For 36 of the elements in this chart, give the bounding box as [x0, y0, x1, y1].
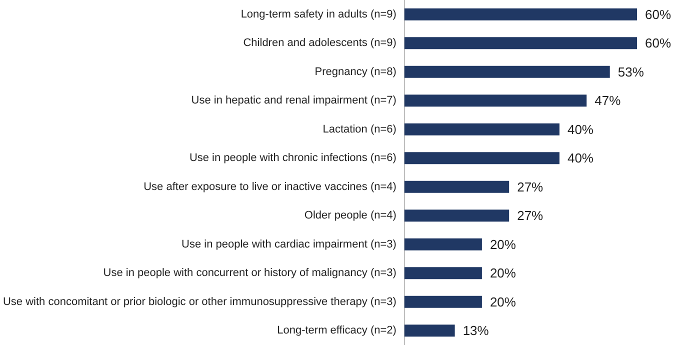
- bar: [404, 37, 637, 50]
- y-tick-label: Use in hepatic and renal impairment (n=7): [191, 94, 396, 107]
- data-label: 53%: [618, 64, 644, 80]
- y-tick-label: Use in people with chronic infections (n=6): [189, 152, 396, 164]
- y-tick-label: Children and adolescents (n=9): [243, 37, 396, 50]
- bar: [404, 8, 637, 20]
- data-label: 20%: [490, 266, 516, 281]
- data-label: 40%: [567, 150, 594, 166]
- y-tick-label: Lactation (n=6): [322, 123, 396, 136]
- bar: [404, 238, 482, 250]
- data-label: 27%: [517, 179, 544, 194]
- bar: [404, 210, 510, 222]
- bar: [404, 152, 560, 164]
- data-label: 27%: [517, 208, 544, 224]
- data-label: 60%: [645, 6, 672, 22]
- bar: [404, 267, 482, 280]
- bar: [404, 324, 455, 337]
- y-tick-label: Use in people with concurrent or history of malignancy (n=3): [103, 267, 396, 280]
- data-label: 13%: [462, 323, 490, 338]
- y-tick-label: Long-term safety in adults (n=9): [240, 8, 396, 20]
- data-label: 20%: [490, 294, 516, 310]
- y-tick-label: Use in people with cardiac impairment (n=3): [182, 238, 396, 250]
- data-label: 40%: [567, 122, 594, 137]
- y-tick-label: Pregnancy (n=8): [314, 66, 396, 78]
- y-tick-label: Older people (n=4): [304, 210, 396, 222]
- data-label: 20%: [490, 236, 516, 252]
- bar: [404, 123, 560, 136]
- bar: [404, 66, 610, 78]
- y-tick-label: Use after exposure to live or inactive vaccines (n=4): [144, 180, 396, 193]
- bar: [404, 94, 587, 107]
- bar: [404, 180, 510, 193]
- bar: [404, 296, 482, 308]
- y-tick-label: Long-term efficacy (n=2): [277, 324, 396, 337]
- y-tick-label: Use with concomitant or prior biologic or other immunosuppressive therapy (n=3): [2, 296, 396, 308]
- data-label: 60%: [645, 36, 672, 51]
- data-label: 47%: [594, 93, 622, 108]
